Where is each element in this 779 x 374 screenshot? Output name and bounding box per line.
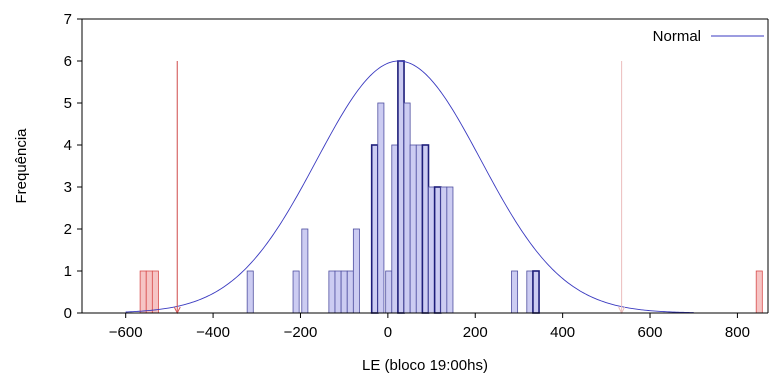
x-axis-label: LE (bloco 19:00hs) bbox=[362, 357, 488, 374]
legend-label: Normal bbox=[653, 28, 701, 45]
normal-curve-layer bbox=[125, 60, 694, 314]
histogram-bar bbox=[421, 144, 430, 314]
y-tick-label: 0 bbox=[64, 305, 72, 322]
histogram-bar bbox=[446, 186, 454, 314]
histogram-bar bbox=[532, 270, 540, 314]
y-tick-label: 3 bbox=[64, 179, 72, 196]
histogram-bar bbox=[377, 102, 385, 314]
histogram-bar bbox=[370, 144, 379, 314]
y-axis-label: Frequência bbox=[13, 128, 30, 204]
histogram-bar bbox=[428, 186, 436, 314]
histogram-bar bbox=[391, 144, 399, 314]
histogram-bar bbox=[246, 270, 254, 314]
y-tick-label: 1 bbox=[64, 263, 72, 280]
x-tick-label: −200 bbox=[284, 324, 318, 341]
y-tick-label: 6 bbox=[64, 53, 72, 70]
histogram-bar bbox=[340, 270, 348, 314]
y-tick-label: 5 bbox=[64, 95, 72, 112]
normal-curve-line bbox=[125, 60, 694, 314]
histogram-bar bbox=[334, 270, 342, 314]
y-tick-label: 2 bbox=[64, 221, 72, 238]
histogram-bar bbox=[409, 144, 417, 314]
x-tick-label: 800 bbox=[725, 324, 750, 341]
outlier-bar bbox=[755, 270, 763, 314]
histogram-bar bbox=[440, 186, 448, 314]
histogram-bar bbox=[403, 102, 411, 314]
histogram-bar bbox=[385, 270, 393, 314]
x-tick-label: 200 bbox=[463, 324, 488, 341]
histogram-bar bbox=[511, 270, 519, 314]
y-tick-label: 7 bbox=[64, 11, 72, 28]
bars-layer bbox=[139, 60, 763, 314]
histogram-bar bbox=[292, 270, 300, 314]
legend: Normal bbox=[653, 28, 764, 45]
x-tick-label: 400 bbox=[550, 324, 575, 341]
histogram-bar bbox=[433, 186, 442, 314]
histogram-bar bbox=[352, 228, 360, 314]
outlier-bar bbox=[139, 270, 147, 314]
outlier-bar bbox=[151, 270, 159, 314]
x-tick-label: −400 bbox=[196, 324, 230, 341]
y-tick-label: 4 bbox=[64, 137, 72, 154]
histogram-bar bbox=[397, 60, 405, 314]
axes-layer: 0 1 2 3 4 5 6 7 −600 −400 −200 0 200 400 600 800 bbox=[64, 11, 769, 341]
x-tick-label: 600 bbox=[638, 324, 663, 341]
histogram-bar bbox=[415, 144, 423, 314]
x-tick-label: 0 bbox=[384, 324, 392, 341]
x-tick-label: −600 bbox=[109, 324, 143, 341]
histogram-bar bbox=[301, 228, 309, 314]
histogram-bar bbox=[346, 270, 354, 314]
outlier-bar bbox=[145, 270, 153, 314]
histogram-bar bbox=[328, 270, 336, 314]
histogram-bar bbox=[526, 270, 534, 314]
